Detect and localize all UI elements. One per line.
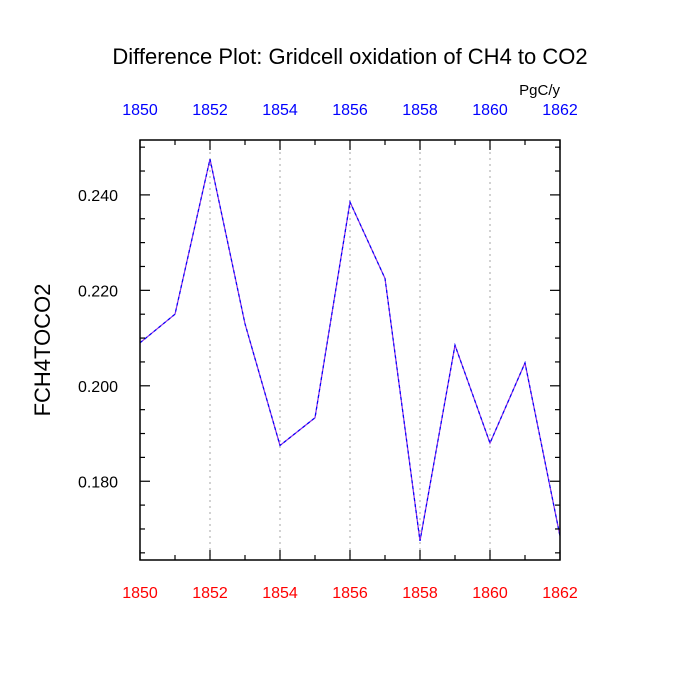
- series-line-dashes: [139, 158, 561, 542]
- top-x-tick-label: 1860: [472, 102, 508, 119]
- y-tick-label: 0.220: [78, 283, 118, 300]
- y-axis-label: FCH4TOCO2: [30, 284, 55, 417]
- x-tick-label: 1856: [332, 585, 368, 602]
- x-tick-label: 1852: [192, 585, 228, 602]
- top-x-tick-label: 1862: [542, 102, 578, 119]
- x-tick-label: 1858: [402, 585, 438, 602]
- units-label: PgC/y: [519, 82, 560, 99]
- x-tick-label: 1854: [262, 585, 298, 602]
- y-tick-label: 0.240: [78, 188, 118, 205]
- x-tick-label: 1860: [472, 585, 508, 602]
- y-tick-label: 0.200: [78, 379, 118, 396]
- chart-title: Difference Plot: Gridcell oxidation of C…: [112, 44, 587, 69]
- right-y-axis: [550, 146, 560, 554]
- y-tick-label: 0.180: [78, 474, 118, 491]
- top-x-tick-label: 1858: [402, 102, 438, 119]
- top-x-tick-label: 1852: [192, 102, 228, 119]
- left-y-axis: 0.180 0.200 0.220 0.240: [78, 146, 150, 554]
- grid-lines: [209, 140, 491, 560]
- bottom-x-axis: 1850 1852 1854 1856 1858 1860 1862: [122, 550, 578, 602]
- top-x-tick-label: 1854: [262, 102, 298, 119]
- top-x-tick-label: 1856: [332, 102, 368, 119]
- series-layer: [139, 158, 561, 542]
- x-tick-label: 1850: [122, 585, 158, 602]
- top-x-axis: 1850 1852 1854 1856 1858 1860 1862: [122, 102, 578, 150]
- x-tick-label: 1862: [542, 585, 578, 602]
- top-x-tick-label: 1850: [122, 102, 158, 119]
